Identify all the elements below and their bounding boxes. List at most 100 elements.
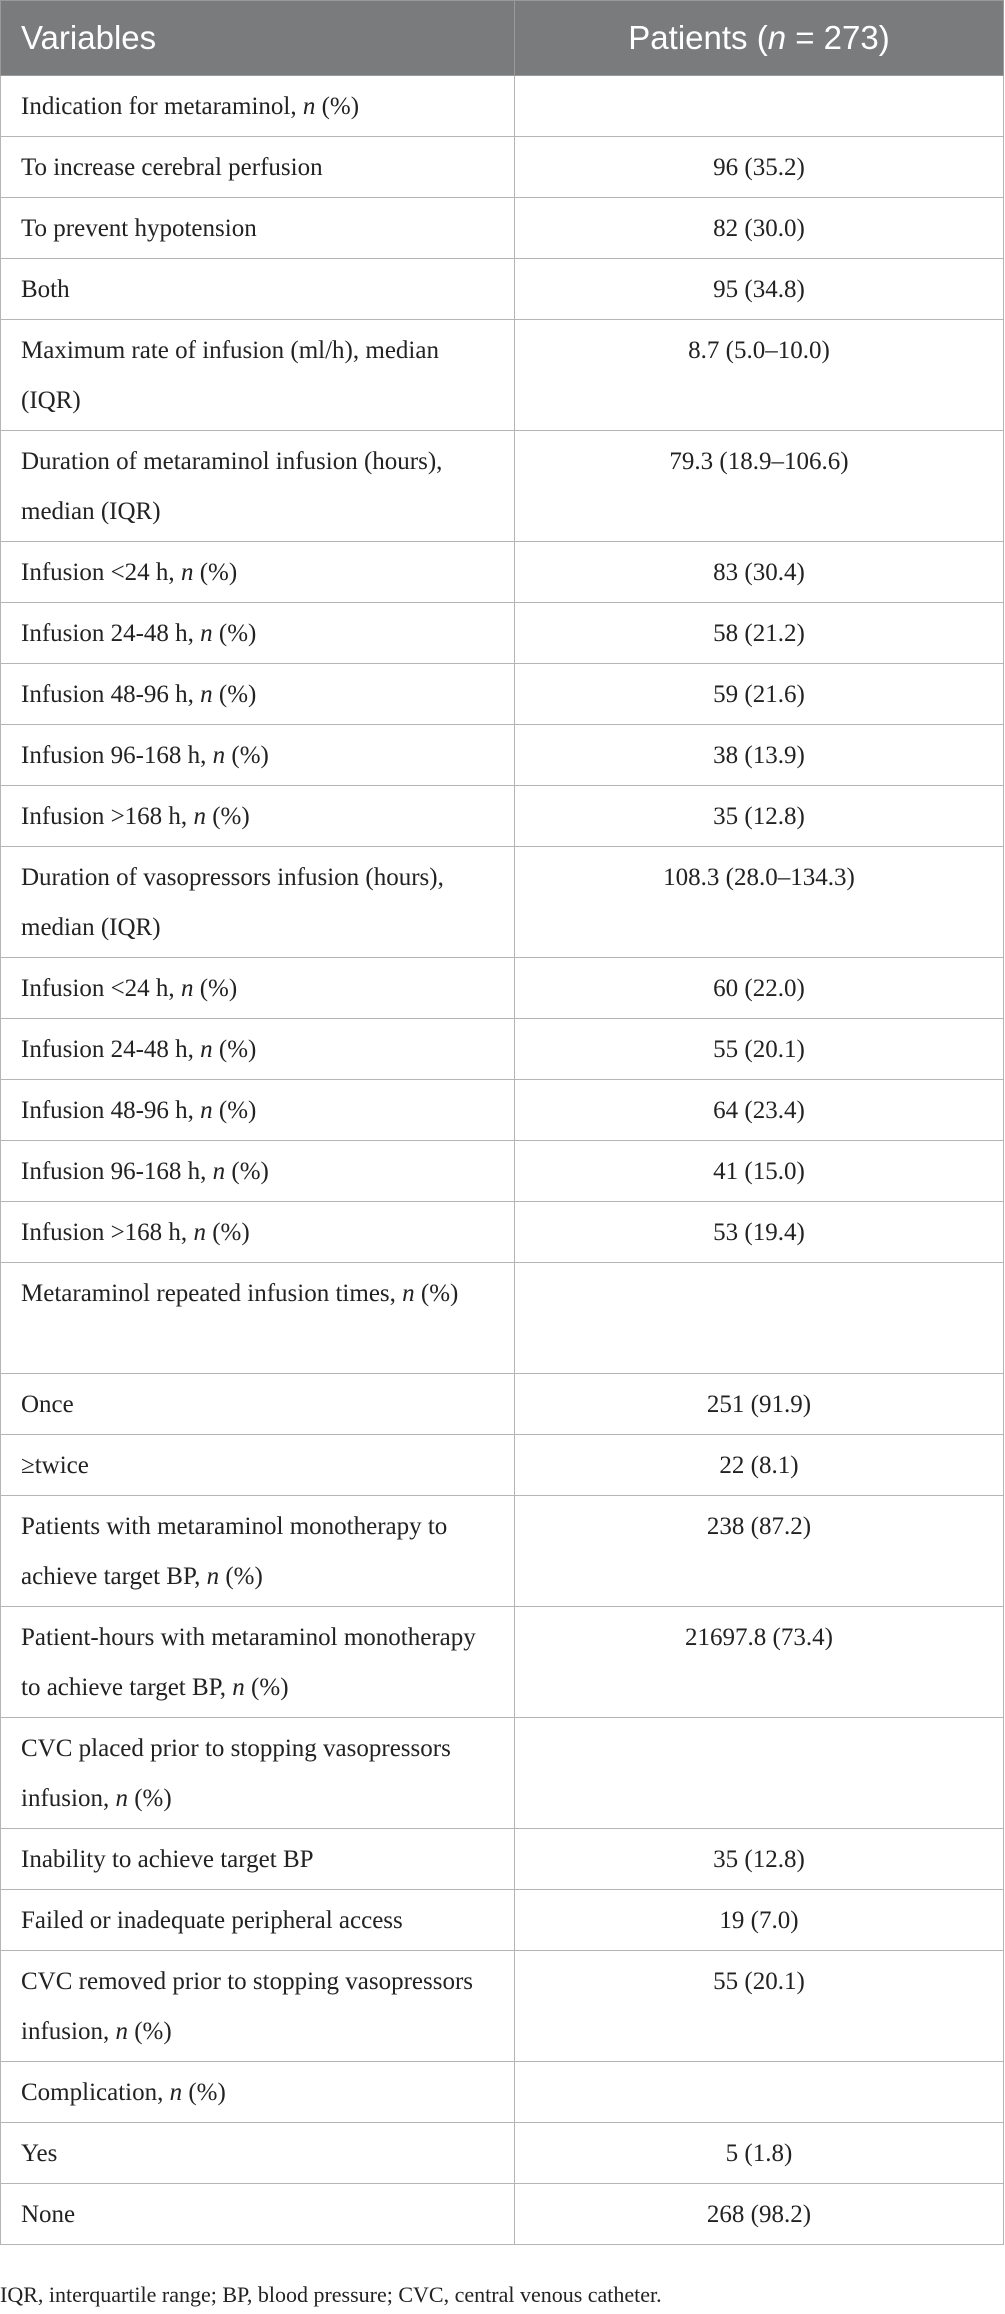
- row-label: Infusion <24 h, n (%): [0, 957, 515, 1019]
- row-value: 8.7 (5.0–10.0): [514, 319, 1004, 431]
- row-label: Infusion 48-96 h, n (%): [0, 663, 515, 725]
- row-value: [514, 1262, 1004, 1374]
- row-value: [514, 2061, 1004, 2123]
- table-row: Patients with metaraminol monotherapy to…: [0, 1495, 1004, 1607]
- row-label-tail: (%): [193, 975, 238, 1002]
- row-label: Infusion >168 h, n (%): [0, 785, 515, 847]
- row-label-text: Infusion <24 h,: [21, 975, 181, 1002]
- row-label-italic: n: [200, 681, 213, 708]
- row-label-text: Complication,: [21, 2079, 170, 2106]
- table-row: CVC removed prior to stopping vasopresso…: [0, 1950, 1004, 2062]
- row-label-tail: (%): [315, 93, 360, 120]
- row-label-italic: n: [402, 1280, 415, 1307]
- row-label: Duration of vasopressors infusion (hours…: [0, 846, 515, 958]
- row-label: Infusion 48-96 h, n (%): [0, 1079, 515, 1141]
- row-label-italic: n: [200, 1097, 213, 1124]
- row-label-text: ≥twice: [21, 1452, 89, 1479]
- table-row: Indication for metaraminol, n (%): [0, 75, 1004, 137]
- row-label-text: Failed or inadequate peripheral access: [21, 1907, 403, 1934]
- table-row: Metaraminol repeated infusion times, n (…: [0, 1262, 1004, 1374]
- row-value: 83 (30.4): [514, 541, 1004, 603]
- table-row: Yes 5 (1.8): [0, 2122, 1004, 2184]
- table-row: Infusion 96-168 h, n (%) 38 (13.9): [0, 724, 1004, 786]
- row-label-tail: (%): [182, 2079, 226, 2106]
- table-row: Duration of metaraminol infusion (hours)…: [0, 430, 1004, 542]
- table-row: ≥twice 22 (8.1): [0, 1434, 1004, 1496]
- table-row: Complication, n (%): [0, 2061, 1004, 2123]
- row-label: To prevent hypotension: [0, 197, 515, 259]
- row-label-text: Maximum rate of infusion (ml/h), median …: [21, 337, 439, 414]
- table-row: Infusion 24-48 h, n (%) 55 (20.1): [0, 1018, 1004, 1080]
- table-footnote: IQR, interquartile range; BP, blood pres…: [0, 2282, 662, 2307]
- row-label-text: Infusion 96-168 h,: [21, 742, 213, 769]
- row-label: Infusion 24-48 h, n (%): [0, 602, 515, 664]
- row-value: 64 (23.4): [514, 1079, 1004, 1141]
- row-label-text: None: [21, 2201, 76, 2228]
- row-label-text: Patient-hours with metaraminol monothera…: [21, 1624, 476, 1701]
- header-patients-suffix: = 273): [786, 19, 890, 56]
- row-label-italic: n: [200, 620, 213, 647]
- row-label-text: Metaraminol repeated infusion times,: [21, 1280, 403, 1307]
- row-value: 22 (8.1): [514, 1434, 1004, 1496]
- row-label-italic: n: [115, 2018, 128, 2045]
- row-label-tail: (%): [414, 1280, 459, 1307]
- header-patients: Patients (n = 273): [514, 0, 1004, 76]
- row-label: Infusion 96-168 h, n (%): [0, 1140, 515, 1202]
- row-label-text: Inability to achieve target BP: [21, 1846, 314, 1873]
- row-label-italic: n: [169, 2079, 183, 2106]
- header-variables: Variables: [0, 0, 515, 76]
- table-row: Failed or inadequate peripheral access 19…: [0, 1889, 1004, 1951]
- table-header-row: Variables Patients (n = 273): [0, 0, 1004, 76]
- row-label-italic: n: [180, 559, 194, 586]
- row-label-text: Infusion 96-168 h,: [21, 1158, 213, 1185]
- row-value: 53 (19.4): [514, 1201, 1004, 1263]
- table-row: Infusion 48-96 h, n (%) 64 (23.4): [0, 1079, 1004, 1141]
- row-label-tail: (%): [127, 2018, 172, 2045]
- row-label-text: Infusion 24-48 h,: [21, 620, 201, 647]
- row-label: CVC removed prior to stopping vasopresso…: [0, 1950, 515, 2062]
- row-value: 19 (7.0): [514, 1889, 1004, 1951]
- table-row: Inability to achieve target BP 35 (12.8): [0, 1828, 1004, 1890]
- row-label-tail: (%): [212, 1097, 257, 1124]
- row-label: Yes: [0, 2122, 515, 2184]
- row-label-italic: n: [212, 742, 226, 769]
- row-value: 35 (12.8): [514, 785, 1004, 847]
- results-table: Variables Patients (n = 273) Indication …: [0, 0, 1004, 2245]
- row-label-italic: n: [180, 975, 194, 1002]
- row-value: [514, 75, 1004, 137]
- results-table-container: Variables Patients (n = 273) Indication …: [0, 0, 1004, 2245]
- header-patients-prefix: Patients (: [628, 19, 768, 56]
- row-label-tail: (%): [205, 1219, 250, 1246]
- row-label-italic: n: [193, 803, 206, 830]
- row-value: 55 (20.1): [514, 1950, 1004, 2062]
- row-value: [514, 1717, 1004, 1829]
- row-label-text: To increase cerebral perfusion: [21, 154, 323, 181]
- row-value: 55 (20.1): [514, 1018, 1004, 1080]
- row-label-text: Infusion 48-96 h,: [21, 681, 201, 708]
- row-label-tail: (%): [244, 1674, 289, 1701]
- row-label: None: [0, 2183, 515, 2245]
- row-value: 59 (21.6): [514, 663, 1004, 725]
- table-row: Infusion <24 h, n (%) 60 (22.0): [0, 957, 1004, 1019]
- row-label-italic: n: [115, 1785, 128, 1812]
- table-row: Patient-hours with metaraminol monothera…: [0, 1606, 1004, 1718]
- table-row: Infusion 48-96 h, n (%) 59 (21.6): [0, 663, 1004, 725]
- row-label-text: Infusion >168 h,: [21, 803, 194, 830]
- table-row: Duration of vasopressors infusion (hours…: [0, 846, 1004, 958]
- row-value: 5 (1.8): [514, 2122, 1004, 2184]
- row-value: 58 (21.2): [514, 602, 1004, 664]
- row-label: Infusion >168 h, n (%): [0, 1201, 515, 1263]
- row-label: Infusion <24 h, n (%): [0, 541, 515, 603]
- row-label-tail: (%): [225, 742, 269, 769]
- row-label-text: To prevent hypotension: [21, 215, 257, 242]
- row-label-text: Duration of vasopressors infusion (hours…: [21, 864, 444, 941]
- table-row: Maximum rate of infusion (ml/h), median …: [0, 319, 1004, 431]
- row-label: Patients with metaraminol monotherapy to…: [0, 1495, 515, 1607]
- header-patients-n: n: [767, 19, 787, 56]
- row-label: Duration of metaraminol infusion (hours)…: [0, 430, 515, 542]
- row-value: 21697.8 (73.4): [514, 1606, 1004, 1718]
- table-row: None 268 (98.2): [0, 2183, 1004, 2245]
- row-label: Indication for metaraminol, n (%): [0, 75, 515, 137]
- row-label: CVC placed prior to stopping vasopressor…: [0, 1717, 515, 1829]
- row-label-italic: n: [212, 1158, 226, 1185]
